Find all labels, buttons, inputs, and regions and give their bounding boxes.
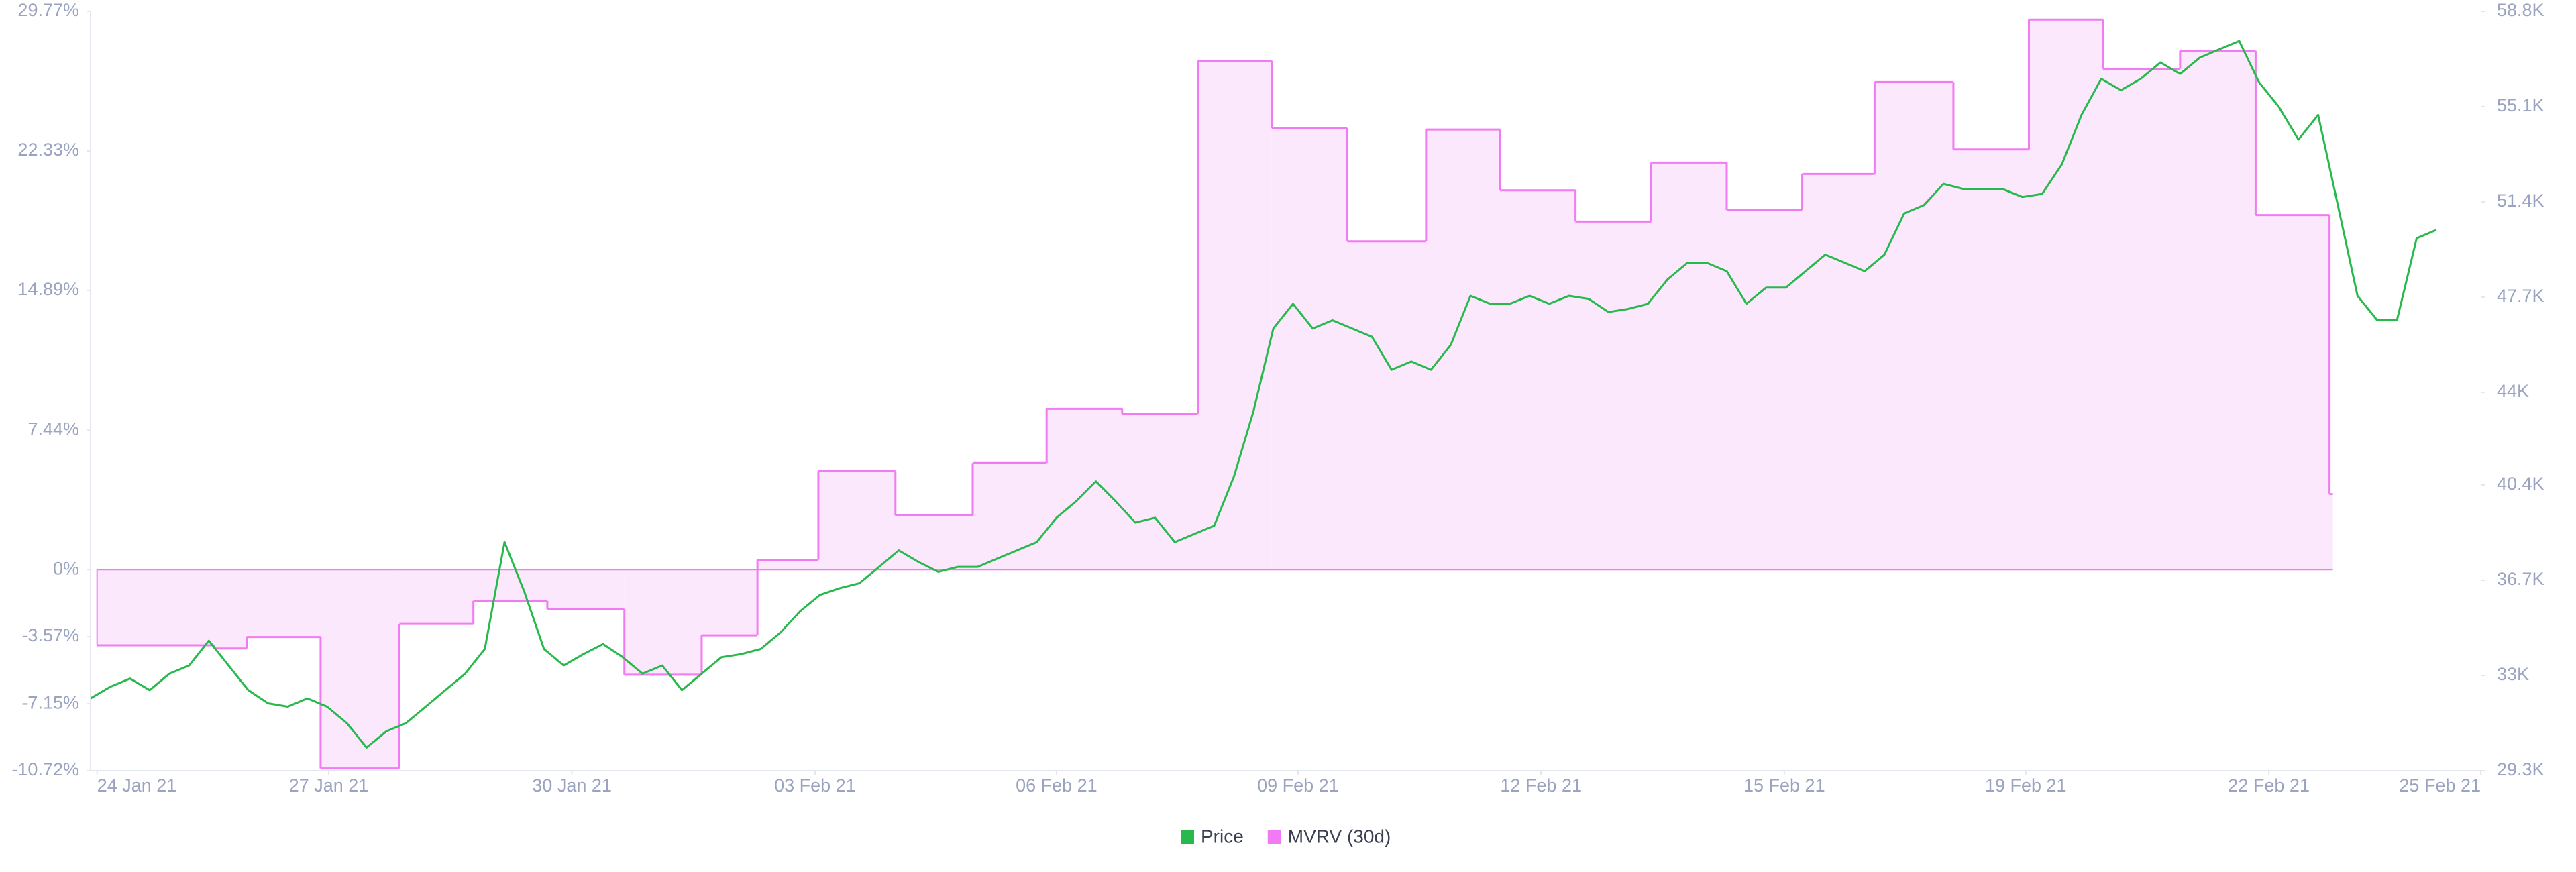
mvrv-area	[757, 559, 818, 570]
mvrv-area	[701, 569, 758, 636]
mvrv-area	[2180, 50, 2256, 570]
mvrv-area	[399, 569, 474, 624]
x-tick-label: 19 Feb 21	[1985, 775, 2067, 796]
mvrv-area	[1500, 190, 1576, 570]
y2-tick-label: 29.3K	[2497, 759, 2544, 779]
mvrv-area	[1874, 82, 1953, 570]
mvrv-area	[213, 569, 247, 649]
mvrv-area	[1122, 413, 1198, 570]
mvrv-area	[1727, 210, 1803, 570]
mvrv-area	[2255, 215, 2330, 570]
mvrv-area	[1046, 408, 1122, 570]
mvrv-area	[1953, 149, 2029, 570]
x-tick-label: 25 Feb 21	[2399, 775, 2481, 796]
mvrv-area	[1651, 162, 1727, 570]
x-tick-label: 09 Feb 21	[1257, 775, 1339, 796]
y-tick-label: -3.57%	[21, 625, 79, 645]
legend-label: MVRV (30d)	[1288, 826, 1391, 847]
mvrv-area	[97, 569, 214, 645]
x-tick-label: 12 Feb 21	[1500, 775, 1582, 796]
legend-swatch	[1181, 830, 1194, 844]
legend-swatch	[1267, 830, 1281, 844]
legend-label: Price	[1201, 826, 1244, 847]
price-line	[90, 40, 2437, 749]
x-tick-label: 15 Feb 21	[1743, 775, 1825, 796]
mvrv-area	[246, 569, 321, 637]
y-tick-label: -7.15%	[21, 692, 79, 712]
mvrv-area	[547, 569, 625, 610]
y2-tick-label: 58.8K	[2497, 0, 2544, 20]
y-tick-label: 22.33%	[17, 140, 79, 160]
mvrv-area	[320, 569, 400, 769]
mvrv-area	[973, 463, 1047, 570]
mvrv-area	[2329, 494, 2333, 570]
x-tick-label: 06 Feb 21	[1016, 775, 1097, 796]
legend: Price MVRV (30d)	[1181, 826, 1391, 847]
y-tick-label: -10.72%	[11, 759, 79, 779]
mvrv-area	[1802, 174, 1875, 570]
y2-tick-label: 51.4K	[2497, 190, 2544, 211]
mvrv-area	[624, 569, 702, 675]
mvrv-area	[1197, 60, 1272, 570]
y2-tick-label: 40.4K	[2497, 474, 2544, 494]
mvrv-area	[818, 471, 896, 570]
y2-tick-label: 36.7K	[2497, 569, 2544, 589]
mvrv-area	[2102, 68, 2180, 570]
mvrv-layer	[96, 18, 2333, 770]
y-tick-label: 14.89%	[17, 279, 79, 299]
y2-tick-label: 33K	[2497, 664, 2529, 684]
x-tick-label: 03 Feb 21	[774, 775, 856, 796]
y2-tick-label: 47.7K	[2497, 286, 2544, 306]
y-tick-label: 0%	[53, 558, 79, 578]
y-tick-label: 29.77%	[17, 0, 79, 20]
y-tick-label: 7.44%	[28, 419, 79, 439]
x-tick-label: 22 Feb 21	[2228, 775, 2310, 796]
mvrv-area	[2029, 19, 2103, 570]
x-tick-label: 27 Jan 21	[289, 775, 369, 796]
x-tick-label: 24 Jan 21	[97, 775, 177, 796]
mvrv-area	[1426, 129, 1501, 570]
mvrv-area	[1347, 241, 1426, 570]
mvrv-area	[1271, 127, 1348, 570]
mvrv-area	[895, 515, 973, 570]
y2-tick-label: 44K	[2497, 381, 2529, 401]
mvrv-area	[1575, 221, 1652, 570]
mvrv-area	[473, 569, 547, 601]
y2-tick-label: 55.1K	[2497, 95, 2544, 115]
x-tick-label: 30 Jan 21	[532, 775, 612, 796]
price-layer	[90, 40, 2437, 749]
